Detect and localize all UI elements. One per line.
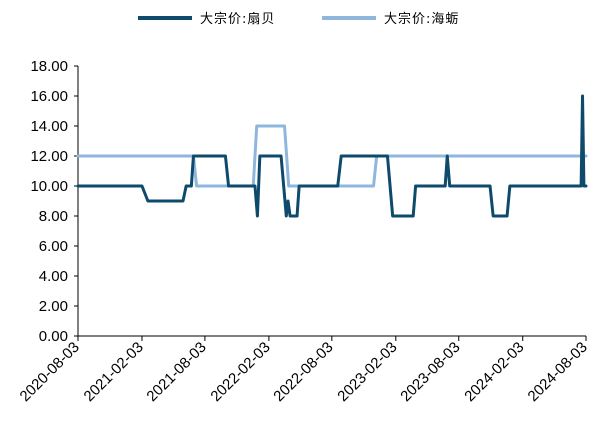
x-tick-label: 2021-02-03 xyxy=(81,339,147,405)
x-tick-label: 2024-08-03 xyxy=(525,339,589,405)
y-tick-label: 4.00 xyxy=(39,268,68,285)
x-tick-label: 2023-08-03 xyxy=(397,339,463,405)
x-tick-label: 2020-08-03 xyxy=(17,339,83,405)
y-tick-label: 6.00 xyxy=(39,238,68,255)
y-tick-label: 10.00 xyxy=(30,178,68,195)
x-tick-label: 2021-08-03 xyxy=(143,339,209,405)
y-tick-label: 14.00 xyxy=(30,118,68,135)
legend-label-1: 大宗价:扇贝 xyxy=(200,11,275,27)
x-tick-label: 2023-02-03 xyxy=(334,339,400,405)
y-tick-label: 12.00 xyxy=(30,148,68,165)
y-tick-label: 18.00 xyxy=(30,58,68,75)
series-group xyxy=(76,94,588,218)
x-tick-label: 2022-08-03 xyxy=(270,339,336,405)
y-axis-labels: 0.00 2.00 4.00 6.00 8.00 10.00 12.00 14.00 16.00… xyxy=(30,58,68,345)
y-tick-label: 0.00 xyxy=(39,328,68,345)
series-line-2 xyxy=(76,124,588,188)
legend-label-2: 大宗价:海蛎 xyxy=(384,11,459,27)
x-tick-label: 2022-02-03 xyxy=(207,339,273,405)
x-tick-label: 2024-02-03 xyxy=(461,339,527,405)
y-tick-label: 2.00 xyxy=(39,298,68,315)
x-axis-labels: 2020-08-032021-02-032021-08-032022-02-03… xyxy=(17,339,589,405)
legend: 大宗价:扇贝 大宗价:海蛎 xyxy=(138,11,459,27)
axes xyxy=(74,65,587,341)
y-tick-label: 16.00 xyxy=(30,88,68,105)
y-tick-label: 8.00 xyxy=(39,208,68,225)
series-line-1 xyxy=(76,94,588,218)
